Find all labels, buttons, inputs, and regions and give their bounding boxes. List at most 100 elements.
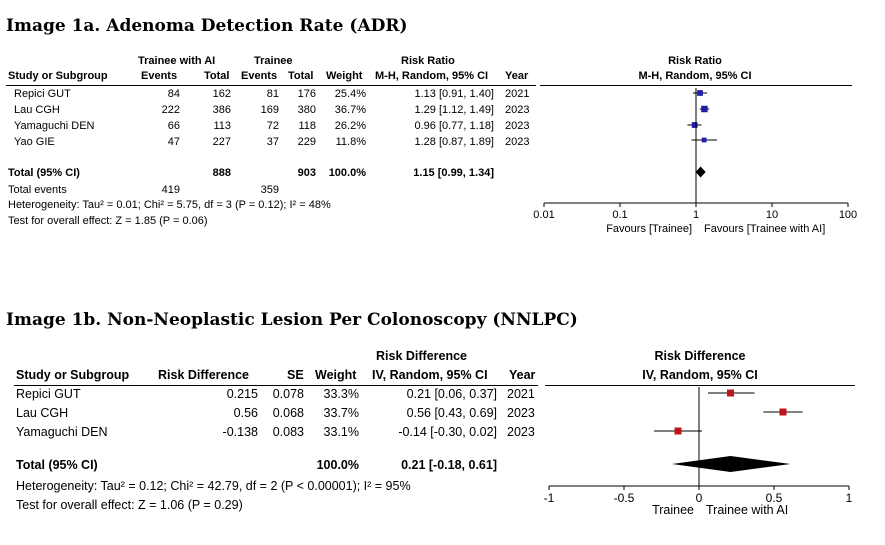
tick-label: 0.5 xyxy=(766,491,783,505)
events2: 72 xyxy=(266,120,279,132)
forest-plot-2-svg: -1 -0.5 0 0.5 1 xyxy=(544,387,853,505)
tick-label: 1 xyxy=(846,491,853,505)
risk-difference: -0.138 xyxy=(222,425,258,439)
favours-left-label: Trainee xyxy=(652,503,694,517)
year: 2021 xyxy=(507,387,535,401)
total1: 162 xyxy=(212,88,231,100)
favours-left-label: Favours [Trainee] xyxy=(606,223,692,235)
header-risk-ratio: Risk Ratio xyxy=(401,55,455,67)
total2: 380 xyxy=(297,104,316,116)
overall-effect-text: Test for overall effect: Z = 1.85 (P = 0… xyxy=(8,215,208,227)
total1: 113 xyxy=(213,120,231,132)
header-group2: Trainee xyxy=(254,55,293,67)
total1: 888 xyxy=(212,167,231,179)
se: 0.078 xyxy=(272,387,304,401)
study-marker xyxy=(701,105,708,113)
weight: 33.7% xyxy=(323,406,359,420)
weight: 36.7% xyxy=(334,104,366,116)
total-ci: 0.21 [-0.18, 0.61] xyxy=(401,458,497,472)
year: 2023 xyxy=(505,120,530,132)
events1: 84 xyxy=(167,88,180,100)
plot-header-title: Risk Difference xyxy=(654,349,746,363)
weight: 26.2% xyxy=(334,120,366,132)
forest-plot-1-svg: 0.01 0.1 1 10 100 xyxy=(533,88,857,221)
study-marker xyxy=(779,408,787,416)
events2: 169 xyxy=(260,104,279,116)
total1: 386 xyxy=(212,104,231,116)
tick-label: 0.1 xyxy=(612,209,627,221)
heterogeneity-text: Heterogeneity: Tau² = 0.01; Chi² = 5.75,… xyxy=(8,199,331,211)
figure1-title: Image 1a. Adenoma Detection Rate (ADR) xyxy=(6,16,408,36)
ci: 1.13 [0.91, 1.40] xyxy=(414,88,494,100)
ci: 1.29 [1.12, 1.49] xyxy=(414,104,494,116)
total-weight: 100.0% xyxy=(328,167,366,179)
ci: 0.56 [0.43, 0.69] xyxy=(406,406,497,420)
study-name: Yao GIE xyxy=(14,136,55,148)
header-year: Year xyxy=(509,368,536,382)
risk-difference: 0.56 xyxy=(233,406,258,420)
total-events-label: Total events xyxy=(8,184,67,196)
study-marker xyxy=(691,122,698,128)
forest-plot-nnlpc: Risk Difference Study or Subgroup Risk D… xyxy=(0,345,885,535)
header-study: Study or Subgroup xyxy=(8,70,108,82)
study-marker xyxy=(697,90,703,96)
events2: 81 xyxy=(266,88,279,100)
total2: 118 xyxy=(298,120,316,132)
total2: 229 xyxy=(297,136,316,148)
total-label: Total (95% CI) xyxy=(16,458,98,472)
total2: 176 xyxy=(297,88,316,100)
tick-label: 0.01 xyxy=(533,209,554,221)
total1: 227 xyxy=(212,136,231,148)
total-ci: 1.15 [0.99, 1.34] xyxy=(413,167,494,179)
weight: 33.3% xyxy=(323,387,359,401)
ci: 0.21 [0.06, 0.37] xyxy=(406,387,497,401)
study-name: Repici GUT xyxy=(14,88,71,100)
tick-label: 0 xyxy=(696,491,703,505)
se: 0.068 xyxy=(272,406,304,420)
plot-header-subtitle: IV, Random, 95% CI xyxy=(642,368,758,382)
total-weight: 100.0% xyxy=(316,458,359,472)
study-name: Yamaguchi DEN xyxy=(14,120,95,132)
tick-label: -0.5 xyxy=(614,491,635,505)
figure2-title: Image 1b. Non-Neoplastic Lesion Per Colo… xyxy=(6,310,578,330)
ci: -0.14 [-0.30, 0.02] xyxy=(398,425,497,439)
pooled-diamond xyxy=(672,456,791,472)
header-total2: Total xyxy=(288,70,314,82)
year: 2023 xyxy=(507,425,535,439)
plot-header-divider xyxy=(545,385,855,386)
study-marker xyxy=(701,137,707,143)
events1: 47 xyxy=(167,136,180,148)
weight: 33.1% xyxy=(323,425,359,439)
plot-header-title: Risk Ratio xyxy=(668,55,722,67)
header-weight: Weight xyxy=(315,368,357,382)
study-marker xyxy=(727,389,734,397)
study-name: Repici GUT xyxy=(16,387,81,401)
risk-difference: 0.215 xyxy=(226,387,258,401)
total-label: Total (95% CI) xyxy=(8,167,80,179)
header-diff: Risk Difference xyxy=(158,368,250,382)
header-ci: IV, Random, 95% CI xyxy=(372,368,488,382)
header-ci: M-H, Random, 95% CI xyxy=(375,70,489,82)
study-marker xyxy=(674,427,682,435)
year: 2023 xyxy=(507,406,535,420)
header-events1: Events xyxy=(141,70,178,82)
study-name: Yamaguchi DEN xyxy=(16,425,108,439)
year: 2021 xyxy=(505,88,530,100)
total-events2: 359 xyxy=(260,184,279,196)
overall-effect-text: Test for overall effect: Z = 1.06 (P = 0… xyxy=(16,498,243,512)
favours-right-label: Trainee with AI xyxy=(706,503,789,517)
ci: 1.28 [0.87, 1.89] xyxy=(414,136,494,148)
header-divider xyxy=(6,85,536,86)
tick-label: 10 xyxy=(766,209,778,221)
tick-label: -1 xyxy=(544,491,555,505)
header-group1: Trainee with AI xyxy=(138,55,216,67)
tick-label: 1 xyxy=(693,209,699,221)
header-divider xyxy=(14,385,538,386)
weight: 11.8% xyxy=(335,136,366,148)
plot-header-subtitle: M-H, Random, 95% CI xyxy=(638,70,752,82)
se: 0.083 xyxy=(272,425,304,439)
events1: 66 xyxy=(167,120,180,132)
forest-plot-adr: Trainee with AI Trainee Risk Ratio Study… xyxy=(0,50,885,240)
header-weight: Weight xyxy=(326,70,363,82)
heterogeneity-text: Heterogeneity: Tau² = 0.12; Chi² = 42.79… xyxy=(16,479,411,493)
